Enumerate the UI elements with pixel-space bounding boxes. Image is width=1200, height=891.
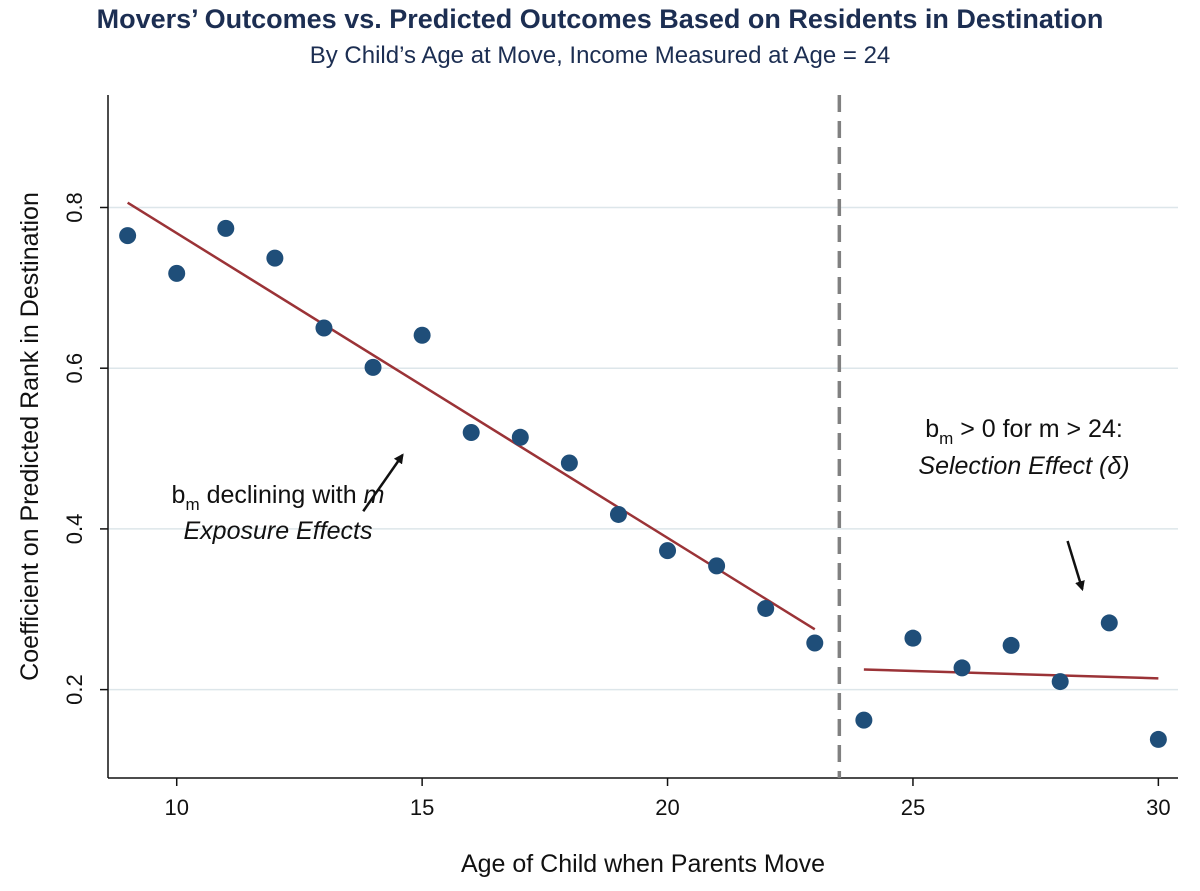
fit-line-2: [863, 668, 1159, 680]
data-point: [1149, 730, 1167, 748]
data-point: [364, 358, 382, 376]
data-point: [1100, 614, 1118, 632]
fit-line-1: [126, 201, 816, 631]
data-point: [511, 428, 529, 446]
data-point: [953, 659, 971, 677]
data-point: [1002, 636, 1020, 654]
data-point: [315, 319, 333, 337]
data-points: [119, 219, 1167, 748]
x-tick-label: 15: [410, 795, 434, 820]
chart-subtitle: By Child’s Age at Move, Income Measured …: [309, 42, 891, 69]
chart-title: Movers’ Outcomes vs. Predicted Outcomes …: [96, 4, 1104, 34]
annotation-selection-line1: bm > 0 for m > 24:: [925, 415, 1123, 448]
data-point: [609, 505, 627, 523]
x-tick-label: 25: [901, 795, 925, 820]
data-point: [413, 326, 431, 344]
x-axis-title: Age of Child when Parents Move: [461, 850, 825, 878]
x-tick-label: 30: [1146, 795, 1170, 820]
x-tick-label: 10: [164, 795, 188, 820]
data-point: [757, 599, 775, 617]
data-point: [708, 557, 726, 575]
data-point: [119, 227, 137, 245]
data-point: [168, 264, 186, 282]
annotations: bm declining with m Exposure Effects bm …: [172, 415, 1130, 592]
y-tick-label: 0.2: [62, 674, 87, 705]
data-point: [560, 454, 578, 472]
data-point: [855, 711, 873, 729]
y-tick-label: 0.6: [62, 353, 87, 384]
y-tick-label: 0.8: [62, 192, 87, 223]
y-tick-label: 0.4: [62, 514, 87, 545]
data-point: [266, 249, 284, 267]
data-point: [806, 634, 824, 652]
data-point: [1051, 673, 1069, 691]
data-point: [462, 423, 480, 441]
gridlines: [108, 206, 1178, 691]
annotation-arrow-1: [362, 453, 404, 512]
data-point: [659, 542, 677, 560]
annotation-selection-line2: Selection Effect (δ): [918, 452, 1129, 480]
fit-lines: [126, 201, 1159, 680]
y-axis-title: Coefficient on Predicted Rank in Destina…: [16, 192, 44, 681]
data-point: [904, 629, 922, 647]
x-tick-label: 20: [655, 795, 679, 820]
annotation-exposure-line1: bm declining with m: [172, 481, 385, 514]
annotation-exposure-line2: Exposure Effects: [184, 517, 373, 545]
data-point: [217, 219, 235, 237]
axes: 10 15 20 25 30 0.2 0.4 0.6 0.8 Age of Child when …: [16, 95, 1178, 878]
annotation-arrow-2: [1066, 540, 1085, 592]
